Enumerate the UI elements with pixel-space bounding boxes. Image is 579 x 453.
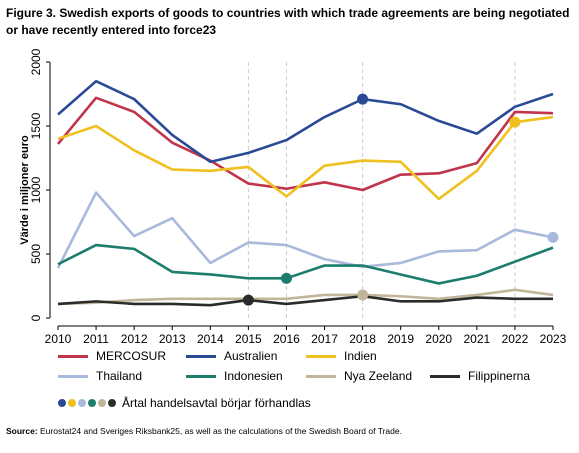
series-line-indien (57, 115, 554, 201)
x-tick-label-2019: 2019 (387, 332, 414, 346)
source-label: Source: (6, 426, 38, 436)
series-line-nya-zeeland (57, 288, 554, 306)
negotiation-marker-nya-zeeland (357, 289, 369, 301)
legend-item-australien: Australien (186, 349, 277, 363)
legend-item-thailand: Thailand (58, 369, 142, 383)
legend-item-indonesien: Indonesien (186, 369, 283, 383)
y-tick-label-1000: 1000 (29, 176, 43, 203)
legend-swatch (186, 374, 216, 378)
series-line-australien (57, 79, 554, 164)
marker-legend: Årtal handelsavtal börjar förhandlas (58, 396, 311, 410)
legend-label: Indonesien (224, 369, 283, 383)
legend-label: Indien (344, 349, 377, 363)
x-tick-label-2020: 2020 (425, 332, 452, 346)
y-axis-label: Värde i miljoner euro (19, 135, 31, 245)
legend-label: Thailand (96, 369, 143, 383)
x-tick-label-2023: 2023 (540, 332, 567, 346)
series-line-indonesien (57, 243, 554, 285)
source-text: Eurostat24 and Sveriges Riksbank25, as w… (37, 426, 402, 436)
legend-swatch (430, 374, 460, 378)
x-tick-label-2017: 2017 (311, 332, 338, 346)
marker-legend-dot (108, 399, 116, 407)
x-tick-label-2022: 2022 (502, 332, 529, 346)
negotiation-marker-australien (357, 93, 369, 105)
y-tick-label-0: 0 (29, 314, 43, 321)
marker-legend-label: Årtal handelsavtal börjar förhandlas (122, 396, 311, 410)
legend-swatch (306, 354, 336, 358)
series-line-mercosur (56, 96, 554, 192)
x-tick-label-2014: 2014 (197, 332, 224, 346)
x-tick-label-2015: 2015 (235, 332, 262, 346)
legend-swatch (58, 354, 88, 358)
x-tick-label-2021: 2021 (463, 332, 490, 346)
legend-label: Australien (224, 349, 278, 363)
x-tick-label-2013: 2013 (159, 332, 186, 346)
negotiation-marker-thailand (547, 231, 559, 243)
legend-item-mercosur: MERCOSUR (58, 349, 166, 363)
line-chart: 0 500 1000 1500 2000 Värde i miljoner euro 201… (19, 48, 567, 346)
series-line-thailand (56, 191, 554, 269)
legend-item-filippinerna: Filippinerna (430, 369, 530, 383)
legend-label: MERCOSUR (96, 349, 167, 363)
legend-swatch (58, 374, 88, 378)
negotiation-marker-indonesien (280, 272, 292, 284)
negotiation-marker-filippinerna (242, 294, 254, 306)
series-line-filippinerna (57, 294, 553, 307)
x-tick-label-2016: 2016 (273, 332, 300, 346)
y-tick-label-500: 500 (29, 244, 43, 264)
marker-legend-dots (58, 399, 118, 407)
figure-title: Figure 3. Swedish exports of goods to co… (6, 6, 570, 37)
source-note: Source: Eurostat24 and Sveriges Riksbank… (6, 426, 402, 436)
x-tick-label-2012: 2012 (121, 332, 148, 346)
legend-item-nya-zeeland: Nya Zeeland (306, 369, 412, 383)
y-tick-label-1500: 1500 (29, 112, 43, 139)
legend-label: Filippinerna (468, 369, 531, 383)
marker-legend-dot (58, 399, 66, 407)
x-tick-label-2018: 2018 (349, 332, 376, 346)
legend-swatch (186, 354, 216, 358)
marker-legend-dot (68, 399, 76, 407)
marker-legend-dot (98, 399, 106, 407)
legend-swatch (306, 374, 336, 378)
marker-legend-dot (88, 399, 96, 407)
legend-item-indien: Indien (306, 349, 377, 363)
x-tick-label-2010: 2010 (45, 332, 72, 346)
marker-legend-dot (78, 399, 86, 407)
y-tick-label-2000: 2000 (29, 48, 43, 75)
x-tick-label-2011: 2011 (83, 332, 109, 346)
legend-label: Nya Zeeland (344, 369, 413, 383)
negotiation-marker-indien (509, 116, 521, 128)
